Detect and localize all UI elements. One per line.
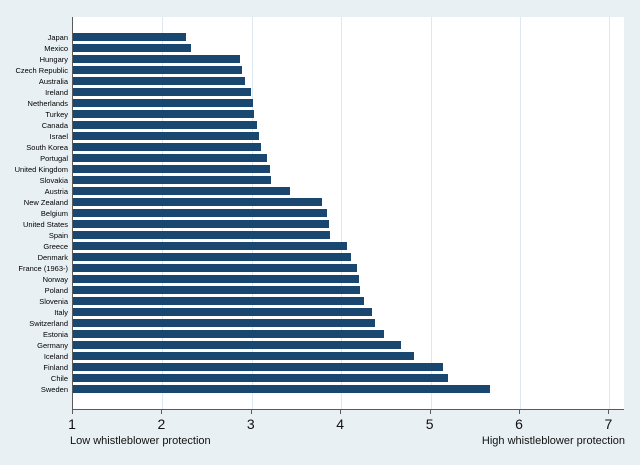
country-label: Estonia <box>42 329 68 339</box>
bar-finland <box>73 363 444 372</box>
gridline-x-6 <box>520 17 521 409</box>
bar-germany <box>73 341 402 350</box>
country-label: Hungary <box>39 54 68 64</box>
bar-slovakia <box>73 176 272 185</box>
tick-label-x-4: 4 <box>336 416 345 432</box>
bar-united-states <box>73 220 329 229</box>
country-label: Spain <box>48 230 68 240</box>
country-label: Finland <box>43 362 68 372</box>
bar-italy <box>73 308 373 317</box>
country-label: Slovenia <box>39 296 68 306</box>
country-label: Belgium <box>40 208 68 218</box>
country-label: South Korea <box>26 142 68 152</box>
country-label: Mexico <box>44 43 68 53</box>
tick-label-x-3: 3 <box>246 416 255 432</box>
country-label: Greece <box>43 241 68 251</box>
gridline-x-7 <box>609 17 611 409</box>
country-label: Australia <box>38 76 68 86</box>
country-label: Poland <box>44 285 68 295</box>
bar-estonia <box>73 330 385 339</box>
bar-sweden <box>73 385 490 394</box>
bar-hungary <box>73 55 241 64</box>
country-label: Norway <box>42 274 68 284</box>
tick-label-x-5: 5 <box>425 416 434 432</box>
tick-mark-x-4 <box>340 410 342 414</box>
country-label: United States <box>22 219 68 229</box>
country-label: Portugal <box>40 153 68 163</box>
country-label: Japan <box>47 32 68 42</box>
bar-greece <box>73 242 348 251</box>
bar-poland <box>73 286 360 295</box>
bar-new-zealand <box>73 198 323 207</box>
bar-portugal <box>73 154 267 163</box>
bar-united-kingdom <box>73 165 270 174</box>
bar-austria <box>73 187 291 196</box>
country-label: Italy <box>54 307 68 317</box>
country-label: Sweden <box>40 384 68 394</box>
country-label: Canada <box>41 120 68 130</box>
tick-label-x-6: 6 <box>515 416 523 432</box>
bar-south-korea <box>73 143 261 152</box>
bar-japan <box>73 33 186 42</box>
bar-slovenia <box>73 297 364 306</box>
gridline-x-4 <box>341 17 343 409</box>
country-label: Netherlands <box>27 98 68 108</box>
plot-region <box>72 17 624 410</box>
tick-label-x-1: 1 <box>68 416 76 432</box>
bar-belgium <box>73 209 327 218</box>
country-label: Ireland <box>45 87 68 97</box>
bar-spain <box>73 231 330 240</box>
country-label: Austria <box>44 186 68 196</box>
tick-mark-x-5 <box>429 410 431 414</box>
country-label: Denmark <box>37 252 68 262</box>
country-label: Chile <box>50 373 68 383</box>
gridline-x-5 <box>430 17 432 409</box>
bar-canada <box>73 121 258 130</box>
country-label: France (1963-) <box>18 263 68 273</box>
tick-mark-x-6 <box>519 410 520 414</box>
bar-chile <box>73 374 449 383</box>
tick-label-x-2: 2 <box>157 416 166 432</box>
bar-czech-republic <box>73 66 242 75</box>
bar-ireland <box>73 88 251 97</box>
x-axis-caption-high: High whistleblower protection <box>481 435 625 447</box>
country-label: United Kingdom <box>14 164 68 174</box>
country-label: New Zealand <box>23 197 68 207</box>
bar-mexico <box>73 44 191 53</box>
tick-mark-x-7 <box>608 410 610 414</box>
bar-australia <box>73 77 245 86</box>
country-label: Israel <box>49 131 68 141</box>
country-label: Slovakia <box>39 175 68 185</box>
bar-switzerland <box>73 319 376 328</box>
country-label: Iceland <box>43 351 68 361</box>
bar-denmark <box>73 253 352 262</box>
tick-mark-x-1 <box>72 410 73 414</box>
country-label: Switzerland <box>29 318 68 328</box>
tick-label-x-7: 7 <box>604 416 613 432</box>
bar-netherlands <box>73 99 253 108</box>
bar-israel <box>73 132 259 141</box>
country-label: Czech Republic <box>15 65 68 75</box>
bar-turkey <box>73 110 254 119</box>
tick-mark-x-3 <box>250 410 252 414</box>
country-label: Germany <box>37 340 68 350</box>
x-axis-caption-low: Low whistleblower protection <box>70 435 211 447</box>
bar-iceland <box>73 352 414 361</box>
bar-norway <box>73 275 360 284</box>
bar-france-1963- <box>73 264 358 273</box>
tick-mark-x-2 <box>161 410 163 414</box>
country-label: Turkey <box>45 109 68 119</box>
